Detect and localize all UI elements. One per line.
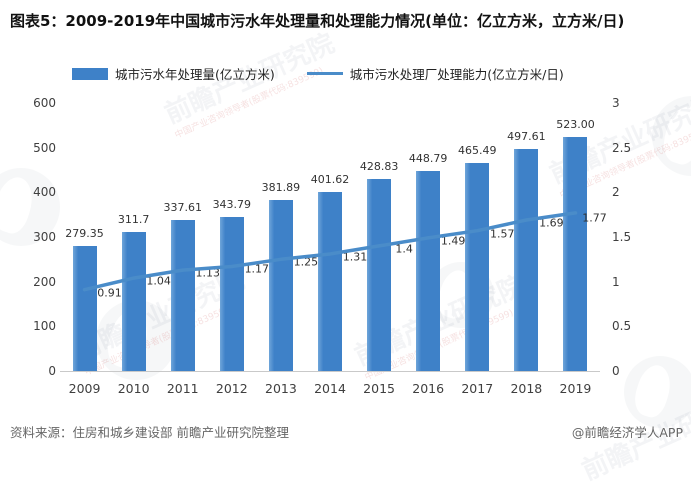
- bar-value-label: 448.79: [408, 151, 448, 165]
- bar: [563, 137, 588, 371]
- x-axis-tick-label: 2012: [215, 381, 248, 396]
- bar-value-label: 497.61: [507, 129, 546, 143]
- bar-value-label: 279.35: [65, 227, 104, 241]
- chart-page: { "title": "图表5：2009-2019年中国城市污水年处理量和处理能…: [0, 0, 691, 452]
- credit-note: @前瞻经济学人APP: [571, 425, 683, 440]
- x-axis-tick-label: 2019: [559, 381, 592, 396]
- x-axis-tick-label: 2013: [265, 381, 297, 396]
- bar-value-label: 428.83: [359, 160, 399, 174]
- x-axis-tick-label: 2015: [363, 381, 395, 396]
- y-axis-tick-right: 1: [612, 274, 620, 289]
- bar: [514, 148, 539, 371]
- bar: [72, 246, 97, 371]
- x-axis-tick-label: 2017: [461, 381, 494, 396]
- y-axis-tick-right: 2.5: [612, 140, 632, 155]
- x-axis-tick-label: 2014: [314, 381, 346, 396]
- x-axis-tick-label: 2018: [510, 381, 543, 396]
- line-value-label: 1.25: [293, 255, 319, 269]
- line-value-label: 1.77: [582, 211, 607, 225]
- bar: [367, 179, 392, 371]
- line-value-label: 1.04: [146, 274, 171, 288]
- y-axis-tick-right: 0: [612, 364, 620, 378]
- line-value-label: 1.49: [440, 234, 466, 248]
- line-value-label: 1.31: [342, 250, 368, 264]
- y-axis-tick-right: 1.5: [612, 230, 632, 244]
- legend-label: 城市污水处理厂处理能力(亿立方米/日): [349, 67, 564, 82]
- bar: [465, 163, 490, 371]
- x-axis-tick-label: 2009: [68, 381, 101, 396]
- line-value-label: 1.69: [539, 216, 564, 230]
- bar: [219, 217, 244, 371]
- bar-value-label: 311.7: [117, 212, 150, 226]
- y-axis-tick-left: 100: [33, 319, 56, 334]
- bar-value-label: 465.49: [458, 144, 497, 158]
- bar-value-label: 343.79: [212, 198, 252, 212]
- chart-legend: 城市污水年处理量(亿立方米) 城市污水处理厂处理能力(亿立方米/日): [72, 64, 564, 83]
- y-axis-tick-left: 400: [33, 185, 56, 200]
- y-axis-tick-right: 0.5: [612, 319, 632, 334]
- x-axis-tick-label: 2010: [117, 381, 150, 396]
- watermark-logo-icon: [652, 96, 691, 176]
- bar-value-label: 381.89: [261, 181, 301, 195]
- line-value-label: 1.17: [244, 262, 270, 276]
- line-value-label: 1.13: [195, 266, 220, 280]
- line-value-label: 1.57: [490, 227, 515, 241]
- y-axis-tick-left: 600: [33, 96, 56, 110]
- line-series-swatch-icon: [306, 72, 343, 75]
- x-axis-tick-label: 2016: [412, 381, 445, 396]
- watermark-logo-icon: [624, 356, 691, 428]
- bar-series-swatch-icon: [72, 67, 108, 80]
- bar: [416, 170, 441, 371]
- bar-value-label: 401.62: [310, 172, 350, 186]
- line-value-label: 0.91: [97, 286, 122, 300]
- bar-value-label: 523.00: [556, 118, 595, 132]
- source-note: 资料来源：住房和城乡建设部 前瞻产业研究院整理: [10, 425, 289, 440]
- legend-label: 城市污水年处理量(亿立方米): [115, 67, 275, 82]
- chart-title: 图表5：2009-2019年中国城市污水年处理量和处理能力情况(单位：亿立方米，…: [10, 12, 625, 30]
- line-value-label: 1.4: [395, 242, 413, 256]
- bar: [318, 191, 342, 371]
- y-axis-tick-left: 300: [33, 230, 56, 244]
- x-axis-line: [60, 371, 600, 372]
- y-axis-tick-left: 500: [33, 140, 56, 155]
- legend-item-bar-series: 城市污水年处理量(亿立方米): [72, 64, 275, 83]
- legend-item-line-series: 城市污水处理厂处理能力(亿立方米/日): [306, 64, 564, 83]
- bar: [170, 220, 195, 371]
- y-axis-tick-left: 200: [33, 274, 56, 289]
- y-axis-tick-right: 3: [612, 96, 620, 110]
- bar: [268, 200, 293, 371]
- y-axis-tick-right: 2: [612, 185, 620, 200]
- bar: [121, 231, 146, 371]
- y-axis-tick-left: 0: [48, 364, 56, 378]
- x-axis-tick-label: 2011: [166, 381, 199, 396]
- bar-value-label: 337.61: [163, 201, 202, 215]
